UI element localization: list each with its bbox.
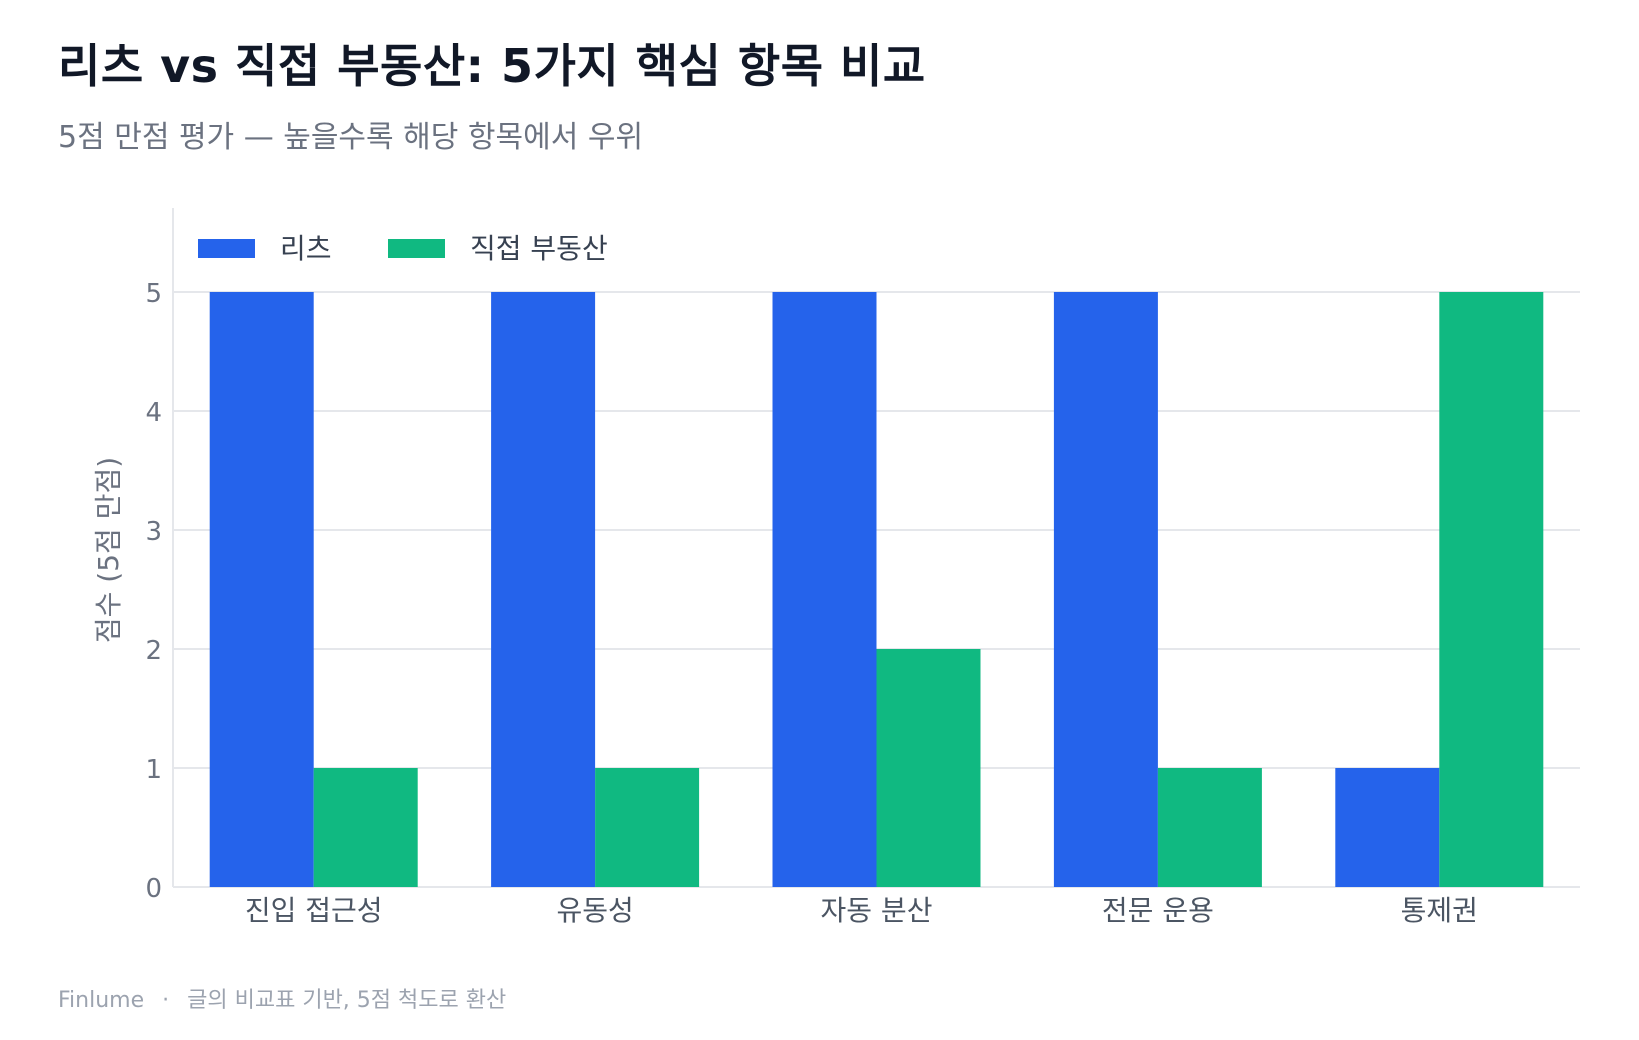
bar-direct-real-estate [313, 768, 418, 887]
bar-reits [1335, 768, 1440, 887]
bar-reits [209, 292, 314, 887]
footer-separator: · [162, 988, 170, 1013]
bar-reits [1053, 292, 1158, 887]
legend-label: 직접 부동산 [470, 232, 608, 265]
legend-swatch [198, 239, 255, 258]
bar-direct-real-estate [595, 768, 700, 887]
footer: Finlume · 글의 비교표 기반, 5점 척도로 환산 [58, 982, 506, 1014]
y-tick-label: 3 [145, 517, 162, 547]
legend-swatch [388, 239, 445, 258]
chart-title: 리츠 vs 직접 부동산: 5가지 핵심 항목 비교 [58, 39, 926, 93]
y-tick-label: 4 [145, 398, 162, 428]
x-tick-label: 통제권 [1401, 894, 1478, 927]
y-tick-label: 2 [145, 636, 162, 666]
y-tick-label: 0 [145, 874, 162, 904]
bar-reits [491, 292, 596, 887]
chart-subtitle: 5점 만점 평가 — 높을수록 해당 항목에서 우위 [58, 120, 644, 155]
footer-brand: Finlume [58, 988, 145, 1013]
y-tick-label: 1 [145, 755, 162, 785]
y-axis-label: 점수 (5점 만점) [92, 457, 125, 643]
bar-direct-real-estate [1439, 292, 1544, 887]
x-tick-label: 전문 운용 [1102, 894, 1214, 927]
x-tick-label: 유동성 [556, 894, 633, 927]
x-tick-label: 진입 접근성 [245, 894, 383, 927]
y-tick-label: 5 [145, 279, 162, 309]
bar-direct-real-estate [1157, 768, 1262, 887]
bar-reits [772, 292, 877, 887]
x-tick-label: 자동 분산 [821, 894, 933, 927]
footer-note: 글의 비교표 기반, 5점 척도로 환산 [187, 988, 507, 1013]
bar-direct-real-estate [876, 649, 981, 887]
legend-label: 리츠 [280, 232, 332, 265]
